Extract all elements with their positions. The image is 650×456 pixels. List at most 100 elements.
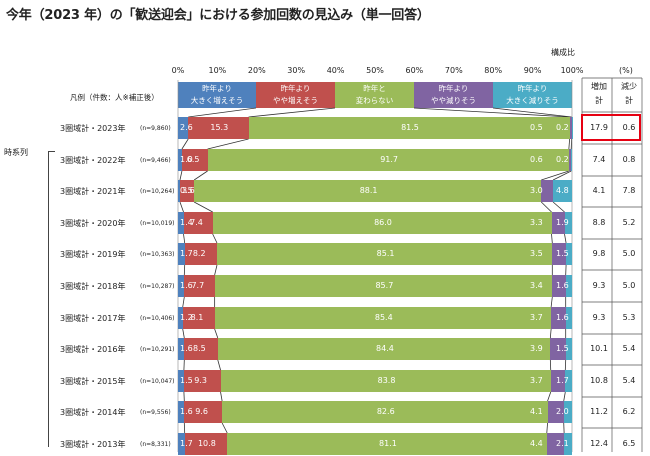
bar-value-label: 81.1 <box>379 439 397 448</box>
bar-value-label: 3.5 <box>530 249 543 258</box>
connector-line <box>547 391 552 402</box>
connector-line <box>551 233 553 244</box>
row-sample-size: (n=9,860) <box>140 125 171 132</box>
connector-line <box>217 359 221 371</box>
connector-line <box>540 201 552 213</box>
x-tick-label: 70% <box>444 66 463 75</box>
connector-line <box>563 391 566 402</box>
connector-line <box>188 107 257 118</box>
bar-segment <box>178 338 185 360</box>
bar-value-label: 9.3 <box>194 376 207 385</box>
bar-value-label: 1.4 <box>180 218 193 227</box>
bar-value-label: 86.0 <box>374 218 392 227</box>
decrease-total: 5.0 <box>622 249 636 258</box>
connector-line <box>546 422 548 434</box>
connector-line <box>564 233 567 244</box>
legend-item-label: 変わらない <box>355 96 394 105</box>
connector-line <box>212 233 218 244</box>
increase-total: 17.9 <box>590 123 608 132</box>
row-label: 3圏域計・2020年 <box>60 219 126 228</box>
increase-header-line2: 計 <box>595 96 603 105</box>
increase-total: 4.1 <box>592 186 606 195</box>
bar-segment <box>178 275 185 297</box>
bar-segment <box>571 117 573 139</box>
decrease-total: 0.8 <box>622 155 636 164</box>
stacked-bar: 1.5 9.3 83.8 3.7 1.7 <box>178 370 572 392</box>
decrease-total: 5.2 <box>622 218 636 227</box>
row-sample-size: (n=10,264) <box>140 188 175 195</box>
legend-caption: 凡例（件数：人※補正後） <box>70 93 159 102</box>
bar-segment <box>551 307 566 329</box>
row-sample-size: (n=10,019) <box>140 220 175 227</box>
bar-value-label: 8.5 <box>193 344 206 353</box>
bar-segment <box>178 117 189 139</box>
row-sample-size: (n=10,406) <box>140 315 175 322</box>
connector-line <box>552 170 572 181</box>
bar-segment <box>184 243 217 265</box>
row-sample-size: (n=8,331) <box>140 441 171 448</box>
bar-value-label: 0.5 <box>530 123 543 132</box>
bar-segment <box>184 338 218 360</box>
bar-segment <box>194 180 542 202</box>
connector-line <box>413 107 570 118</box>
bar-segment <box>222 401 548 423</box>
bar-value-label: 6.5 <box>186 155 200 164</box>
increase-total: 12.4 <box>590 439 608 448</box>
bar-value-label: 3.0 <box>530 186 543 195</box>
row-sample-size: (n=9,466) <box>140 157 171 164</box>
bar-segment <box>217 243 553 265</box>
decrease-total: 5.3 <box>622 313 636 322</box>
bar-segment <box>564 212 572 234</box>
bar-value-label: 4.8 <box>556 186 569 195</box>
row-sample-size: (n=10,287) <box>140 283 175 290</box>
row-label: 3圏域計・2016年 <box>60 345 126 354</box>
increase-header: 増加 計 <box>584 80 614 108</box>
bar-value-label: 0.2 <box>556 155 569 164</box>
decrease-total: 5.4 <box>622 344 636 353</box>
connector-line <box>183 233 186 244</box>
bar-segment <box>571 149 572 171</box>
decrease-total: 6.5 <box>622 439 636 448</box>
bar-segment <box>217 338 551 360</box>
bar-value-label: 8.2 <box>192 249 206 258</box>
bar-value-label: 3.4 <box>530 281 543 290</box>
bar-segment <box>184 433 228 455</box>
row-label: 3圏域計・2014年 <box>60 408 126 417</box>
x-tick-label: 40% <box>326 66 345 75</box>
connector-line <box>214 264 218 276</box>
row-label: 3圏域計・2017年 <box>60 314 126 323</box>
decrease-header: 減少 計 <box>614 80 644 108</box>
bar-value-label: 82.6 <box>376 407 395 416</box>
stacked-bar: 2.6 15.3 81.5 0.5 0.2 <box>178 117 573 139</box>
connector-line <box>541 170 569 181</box>
bar-segment <box>564 433 573 455</box>
x-tick-label: 100% <box>560 66 584 75</box>
increase-total: 10.8 <box>590 376 608 385</box>
bar-segment <box>178 370 184 392</box>
stacked-bar: 1.6 7.7 85.7 3.4 1.6 <box>178 275 572 297</box>
bar-segment <box>182 307 215 329</box>
bar-segment <box>207 149 569 171</box>
bar-segment <box>214 307 552 329</box>
stacked-bar: 1.2 8.1 85.4 3.7 1.6 <box>178 307 572 329</box>
bar-value-label: 7.4 <box>190 218 203 227</box>
connector-line <box>568 138 571 150</box>
legend-item-label: 昨年より <box>202 84 232 93</box>
bar-segment <box>565 275 572 297</box>
bar-segment <box>565 338 572 360</box>
connector-line <box>182 296 185 308</box>
increase-total: 9.3 <box>592 281 606 290</box>
bar-segment <box>565 307 572 329</box>
increase-total: 9.3 <box>592 313 606 322</box>
bar-segment <box>212 212 552 234</box>
bar-value-label: 83.8 <box>377 376 396 385</box>
bar-value-label: 1.2 <box>180 313 193 322</box>
legend-item-label: 昨年より <box>517 84 548 93</box>
composition-label: 構成比 <box>551 48 575 57</box>
bar-segment <box>547 401 564 423</box>
stacked-bar: 0.5 3.6 88.1 3.0 4.8 <box>178 180 572 202</box>
bar-value-label: 1.5 <box>180 376 193 385</box>
bar-segment <box>184 275 215 297</box>
legend-item: 昨年より やや増えそう <box>256 82 335 108</box>
percent-unit: (%) <box>619 66 633 75</box>
